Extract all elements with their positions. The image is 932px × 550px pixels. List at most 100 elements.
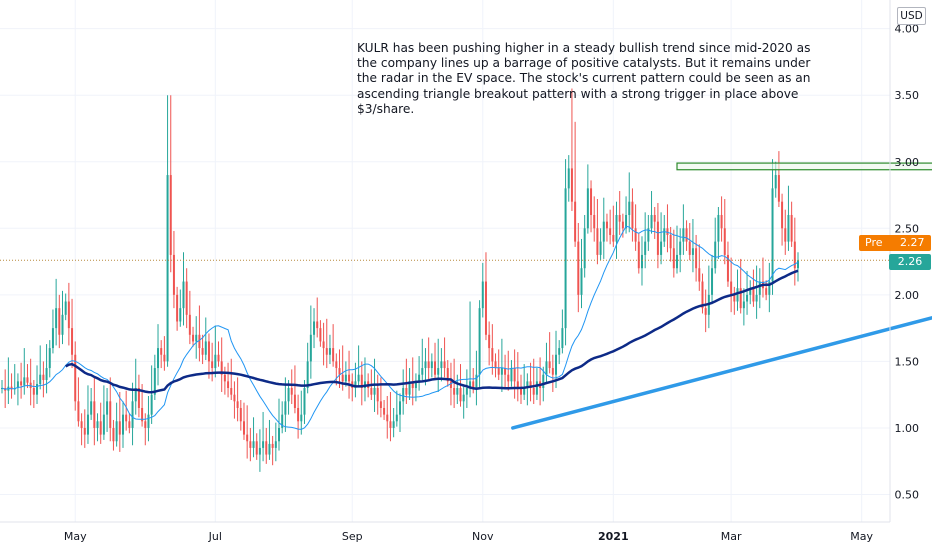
candle-body [768,281,771,295]
candle-body [233,394,236,402]
candle-body [430,361,433,369]
candle-body [179,308,182,322]
candle-body [274,441,277,448]
candle-body [150,394,153,415]
candle-body [227,381,230,389]
candle-body [370,388,373,395]
short-moving-average [1,225,799,430]
currency-badge[interactable]: USD [897,7,926,25]
candle-body [586,188,589,229]
candle-body [414,381,417,389]
candle-body [360,374,363,389]
candle-body [561,328,564,349]
candle-body [93,401,96,428]
candle-body [271,443,274,448]
candle-body [663,228,666,242]
candle-body [440,361,443,369]
candle-body [688,241,691,255]
candle-body [685,228,688,242]
candle-body [281,414,284,428]
candle-body [564,188,567,329]
candle-body [207,341,210,362]
candle-body [679,241,682,255]
premarket-value: 2.27 [900,236,925,249]
candle-body [137,388,140,408]
candle-body [172,254,175,295]
candle-body [570,168,573,202]
candle-body [303,388,306,415]
candle-body [558,348,561,355]
candle-body [609,228,612,235]
candle-body [449,381,452,389]
candle-body [262,441,265,448]
candle-body [513,368,516,382]
candle-body [612,234,615,242]
candle-body [86,414,89,435]
candle-body [730,281,733,295]
candle-body [83,427,86,435]
x-tick-label: Mar [721,530,742,543]
candle-body [590,188,593,215]
candle-body [621,221,624,229]
candle-body [653,214,656,222]
candle-body [497,368,500,375]
candle-body [516,381,519,389]
candle-body [96,421,99,428]
candle-body [494,361,497,369]
y-tick-label: 0.50 [895,489,920,502]
candles [1,88,799,472]
candle-body [373,388,376,395]
candle-body [637,241,640,269]
candle-body [10,386,13,390]
candle-body [90,401,93,415]
candle-body [555,354,558,375]
y-tick-label: 2.00 [895,289,920,302]
candle-body [631,201,634,229]
resistance-box [676,162,932,171]
candle-body [484,281,487,335]
candle-body [793,241,796,269]
y-tick-label: 2.50 [895,222,920,235]
ascending-trendline [511,315,932,430]
candle-body [777,175,780,202]
candle-body [551,368,554,375]
candle-body [268,443,271,455]
candle-body [204,341,207,355]
candle-body [306,361,309,389]
candle-body [252,441,255,448]
candle-body [109,401,112,428]
candle-body [290,388,293,395]
candle-body [157,348,160,369]
candle-body [472,381,475,389]
candle-body [660,241,663,255]
candle-body [147,414,150,428]
candle-body [510,368,513,382]
candle-body [771,188,774,282]
candle-body [545,361,548,375]
candle-body [781,201,784,229]
candle-body [319,328,322,342]
candle-body [392,421,395,428]
candle-body [236,401,239,408]
candle-body [328,348,331,355]
candle-body [125,414,128,422]
y-tick-label: 3.50 [895,89,920,102]
candle-body [446,368,449,382]
candle-body [535,381,538,395]
candle-body [615,214,618,242]
candle-body [348,374,351,382]
candle-body [580,268,583,295]
candle-body [739,288,742,309]
candle-body [99,421,102,435]
candle-body [287,388,290,402]
candle-body [389,421,392,428]
candle-body [51,328,54,349]
candle-body [421,368,424,375]
candle-body [634,228,637,242]
candle-body [118,421,121,435]
analysis-annotation: KULR has been pushing higher in a steady… [357,41,811,116]
candle-body [322,341,325,349]
candle-body [676,254,679,269]
